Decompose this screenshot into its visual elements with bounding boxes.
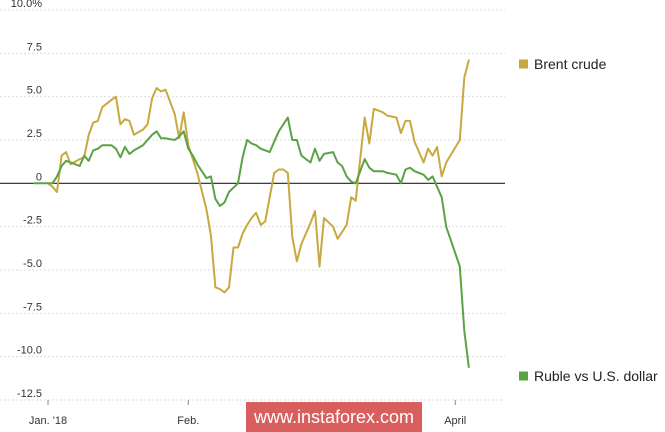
series-line-1 — [33, 116, 470, 369]
legend-label: Ruble vs U.S. dollar — [534, 368, 658, 384]
legend-swatch — [519, 371, 528, 381]
legend: Brent crude Ruble vs U.S. dollar — [519, 56, 658, 384]
watermark-text: www.instaforex.com — [253, 407, 414, 427]
watermark-banner — [246, 402, 422, 432]
x-tick-label: April — [444, 415, 466, 427]
y-tick-label: -7.5 — [23, 301, 42, 313]
x-tick-label: Jan. '18 — [29, 415, 67, 427]
legend-label: Brent crude — [534, 56, 607, 72]
watermark: www.instaforex.com — [246, 402, 422, 432]
y-tick-label: 2.5 — [27, 128, 42, 140]
y-tick-label: -5.0 — [23, 258, 42, 270]
series-lines — [33, 59, 470, 369]
y-axis-tick-labels: 10.0% 7.5 5.0 2.5 0 -2.5 -5.0 -7.5 -10.0 -12.5 — [11, 0, 42, 400]
y-tick-label: 5.0 — [27, 85, 42, 97]
y-tick-label: 0 — [36, 171, 42, 183]
legend-swatch — [519, 59, 528, 69]
y-tick-label: -12.5 — [17, 388, 42, 400]
y-tick-label: 7.5 — [27, 41, 42, 53]
x-axis-tick-labels: Jan. '18 Feb. April — [29, 400, 466, 427]
series-line-0 — [47, 59, 470, 294]
y-tick-label: 10.0% — [11, 0, 42, 10]
x-tick-label: Feb. — [177, 415, 199, 427]
y-tick-label: -10.0 — [17, 345, 42, 357]
y-tick-label: -2.5 — [23, 215, 42, 227]
gridlines — [0, 9, 505, 401]
